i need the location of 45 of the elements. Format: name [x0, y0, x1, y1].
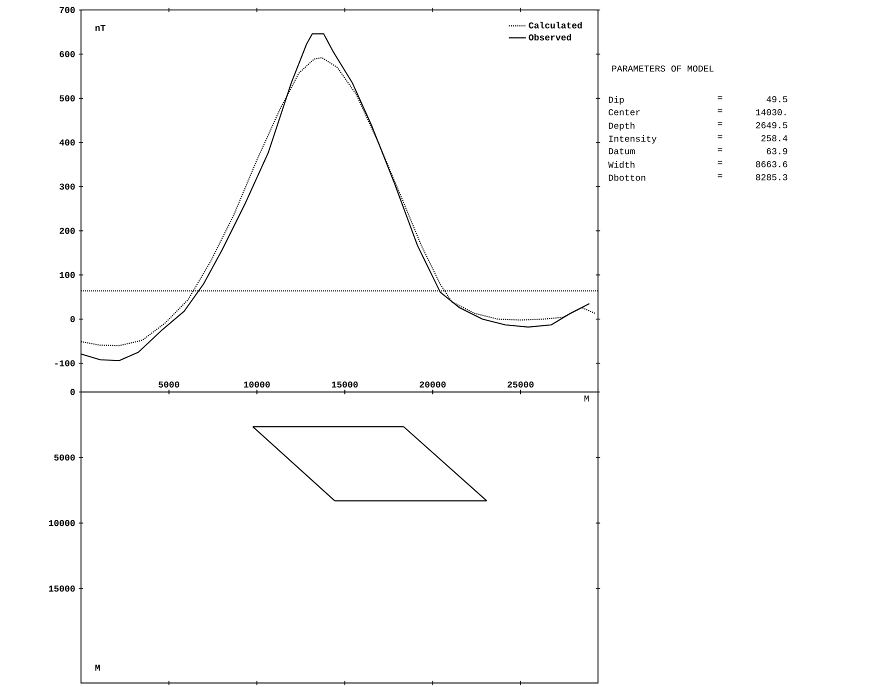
text: Depth — [608, 122, 634, 131]
y-tick-label: 700 — [60, 6, 75, 14]
x-tick-label: 5000 — [158, 381, 180, 388]
y-tick-label: 600 — [60, 51, 75, 58]
y-tick-label: 0 — [70, 388, 75, 396]
y-tick-label: 10000 — [48, 520, 75, 526]
y-tick-label: 15000 — [48, 586, 75, 592]
text: 2649.5 — [756, 122, 788, 128]
y-tick-label: 100 — [60, 272, 75, 278]
legend-label: Observed — [528, 34, 572, 40]
text: Dbotton — [608, 174, 646, 181]
text: Width — [608, 161, 634, 168]
text: = — [718, 96, 722, 100]
y-tick-label: 5000 — [54, 454, 75, 461]
text: 14030. — [756, 109, 786, 116]
y-tick-label: 300 — [60, 184, 75, 190]
x-tick-label: 25000 — [508, 381, 534, 388]
y-tick-label: 200 — [60, 228, 75, 234]
text: Dip — [608, 96, 624, 105]
text: 8663.6 — [756, 161, 788, 168]
x-tick-label: 20000 — [420, 381, 446, 388]
x-tick-label: 10000 — [244, 381, 270, 388]
text: 49.5 — [766, 96, 788, 102]
x-axis-title: M — [584, 396, 589, 402]
y-tick-label: 0 — [70, 316, 75, 322]
text: = — [718, 148, 722, 152]
legend-label: Calculated — [528, 22, 582, 28]
y-tick-label: 500 — [60, 95, 75, 102]
y-tick-label: -100 — [55, 360, 75, 366]
text: 8285.3 — [756, 174, 788, 180]
text: 63.9 — [766, 148, 788, 154]
text: = — [718, 174, 722, 178]
text: = — [718, 161, 722, 164]
y-axis-title: nT — [95, 24, 106, 31]
text: = — [718, 109, 722, 112]
y-tick-label: 400 — [59, 139, 75, 146]
text: = — [718, 135, 722, 138]
text: PARAMETERS OF MODEL — [612, 66, 714, 72]
text: Intensity — [609, 135, 656, 144]
text: = — [718, 122, 722, 126]
y-axis-title: M — [95, 664, 100, 671]
text: Center — [608, 109, 640, 116]
x-tick-label: 15000 — [332, 381, 358, 388]
text: 258.4 — [761, 135, 788, 142]
text: Datum — [608, 148, 635, 154]
